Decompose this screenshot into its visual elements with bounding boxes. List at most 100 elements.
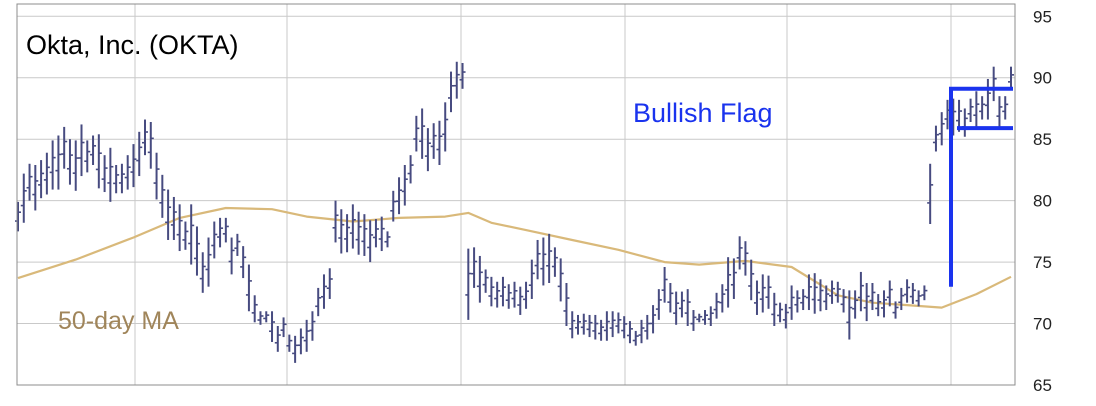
price-bar <box>309 311 316 341</box>
price-bar <box>303 319 310 352</box>
price-bar <box>904 279 911 303</box>
price-bar <box>777 302 784 323</box>
price-bar <box>361 214 368 256</box>
price-bar <box>511 281 518 308</box>
price-bar <box>805 274 812 311</box>
price-bar <box>436 120 443 166</box>
price-bar <box>753 280 760 315</box>
price-bar <box>193 226 200 276</box>
price-bar <box>234 233 241 256</box>
price-bar <box>49 140 56 190</box>
price-bar <box>609 311 616 338</box>
price-bar <box>979 96 986 120</box>
price-bar <box>632 330 639 346</box>
price-bar <box>725 257 732 308</box>
price-bar <box>707 306 714 327</box>
price-bar <box>759 274 766 313</box>
price-bar <box>1008 66 1014 91</box>
price-bar <box>1002 96 1009 120</box>
price-bar <box>72 140 79 191</box>
price-bar <box>788 285 795 320</box>
price-bar <box>396 177 403 215</box>
price-bar <box>644 314 651 340</box>
price-bar <box>269 311 276 342</box>
price-bar <box>771 292 778 327</box>
flag-pole-and-top <box>949 86 1013 287</box>
price-bar <box>332 200 339 243</box>
price-bar <box>430 123 437 159</box>
price-bar <box>909 282 916 304</box>
price-bar <box>580 313 587 335</box>
price-bar <box>228 237 235 275</box>
price-bar <box>344 214 351 253</box>
price-bar <box>26 163 33 201</box>
price-bar <box>742 241 749 276</box>
price-bar <box>655 289 662 320</box>
price-bar <box>586 314 593 338</box>
chart-title: Okta, Inc. (OKTA) <box>26 30 239 60</box>
price-bar <box>471 247 478 288</box>
price-bar <box>130 144 137 188</box>
price-bar <box>834 281 841 303</box>
price-bar <box>459 62 466 89</box>
price-bar <box>222 217 229 243</box>
price-bar <box>546 233 553 283</box>
price-bar <box>240 246 247 279</box>
price-bar <box>892 301 899 319</box>
price-bar <box>367 220 374 263</box>
price-bar <box>621 316 628 339</box>
price-bar <box>563 282 570 327</box>
price-bar <box>557 258 564 302</box>
price-bar <box>165 189 172 240</box>
price-bar <box>927 163 934 224</box>
price-bar <box>107 147 114 202</box>
y-tick-label-65: 65 <box>1033 376 1052 395</box>
y-tick-label-90: 90 <box>1033 69 1052 88</box>
y-tick-label-80: 80 <box>1033 192 1052 211</box>
price-bar <box>413 115 420 152</box>
price-bar <box>280 317 287 338</box>
price-bar <box>615 312 622 334</box>
price-bar <box>898 287 905 311</box>
price-bar <box>540 237 547 286</box>
price-bar <box>90 135 97 166</box>
price-bar <box>863 282 870 322</box>
price-bar <box>857 271 864 312</box>
price-bar <box>355 211 362 255</box>
price-bar <box>338 209 345 254</box>
price-bar <box>257 311 264 325</box>
price-bar <box>182 221 189 250</box>
price-bar <box>575 314 582 335</box>
price-bar <box>852 290 859 319</box>
price-bar <box>390 190 397 222</box>
price-bar <box>713 292 720 319</box>
price-bar <box>372 219 379 248</box>
price-bar <box>673 291 680 325</box>
price-bar <box>938 112 945 146</box>
price-bar <box>61 126 68 169</box>
price-bar <box>494 281 501 308</box>
y-axis-ticks: 65 70 75 80 85 90 95 <box>1033 7 1052 395</box>
price-bar <box>840 289 847 313</box>
price-bar <box>782 303 789 329</box>
price-bar <box>869 282 876 311</box>
price-bar <box>476 255 483 303</box>
price-bar <box>967 98 974 122</box>
price-bar <box>765 275 772 309</box>
price-bar <box>199 252 206 293</box>
price-bar <box>153 152 160 200</box>
price-bars <box>15 61 1014 363</box>
price-bar <box>482 269 489 293</box>
price-bar <box>523 281 530 309</box>
y-tick-label-75: 75 <box>1033 253 1052 272</box>
price-bar <box>292 335 299 363</box>
price-bar <box>419 108 426 159</box>
price-bar <box>984 78 991 120</box>
price-bar <box>188 204 195 265</box>
price-bar <box>794 290 801 313</box>
price-bar <box>517 286 524 315</box>
price-bar <box>78 124 85 177</box>
price-bar <box>569 311 576 339</box>
price-bar <box>932 125 939 152</box>
price-bar <box>667 282 674 313</box>
